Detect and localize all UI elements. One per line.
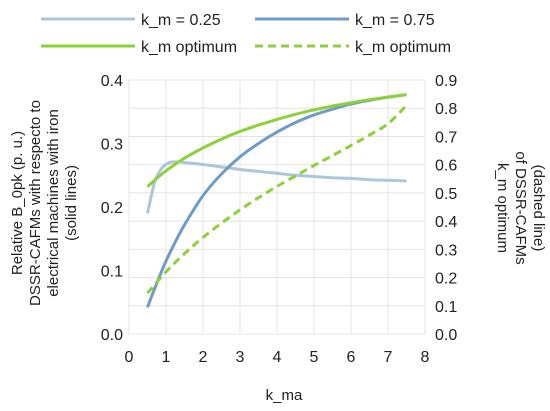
left-axis-label: Relative B_0pk (p. u.) DSSR-CAFMs with r… <box>9 100 80 306</box>
legend-label-1: k_m = 0.25 <box>141 12 221 29</box>
x-axis-tick-label: 4 <box>273 349 282 366</box>
right-axis-tick-label: 0.4 <box>435 214 457 231</box>
left-axis-tick-label: 0.0 <box>101 327 123 344</box>
left-axis-label-line-3: electrical machines with iron <box>45 109 62 297</box>
left-axis-label-line-4: (solid lines) <box>63 165 80 241</box>
right-axis-label: k_m optimum of DSSR-CAFMs (dashed line) <box>494 151 547 264</box>
right-axis-tick-label: 0.2 <box>435 271 457 288</box>
x-axis-tick-label: 5 <box>310 349 319 366</box>
x-axis-tick-label: 8 <box>421 349 430 366</box>
right-axis-tick-label: 0.1 <box>435 299 457 316</box>
legend: k_m = 0.25 k_m = 0.75 k_m optimum k_m optim… <box>41 12 451 56</box>
series-line-1 <box>146 160 407 214</box>
left-axis-ticks: 0.0 0.1 0.2 0.3 0.4 <box>101 73 123 344</box>
x-axis-tick-label: 0 <box>125 349 134 366</box>
legend-label-3: k_m optimum <box>141 39 237 56</box>
x-axis-tick-label: 6 <box>347 349 356 366</box>
left-axis-tick-label: 0.1 <box>101 264 123 281</box>
legend-label-2: k_m = 0.75 <box>355 12 435 29</box>
right-axis-tick-label: 0.0 <box>435 327 457 344</box>
x-axis-tick-label: 1 <box>162 349 171 366</box>
left-axis-label-line-1: Relative B_0pk (p. u.) <box>9 131 26 275</box>
left-axis-tick-label: 0.4 <box>101 73 123 90</box>
x-axis-ticks: 0 1 2 3 4 5 6 7 8 <box>125 349 430 366</box>
right-axis-label-line-1: k_m optimum <box>494 163 511 253</box>
x-axis-tick-label: 2 <box>199 349 208 366</box>
right-axis-label-line-2: of DSSR-CAFMs <box>512 151 529 264</box>
left-axis-tick-label: 0.2 <box>101 200 123 217</box>
left-axis-label-line-2: DSSR-CAFMs with respecto to <box>27 100 44 306</box>
right-axis-ticks: 0.0 0.1 0.2 0.3 0.4 0.5 0.6 0.7 0.8 0.9 <box>435 73 457 344</box>
series-lines <box>146 93 408 308</box>
grid <box>128 79 426 335</box>
right-axis-tick-label: 0.9 <box>435 73 457 90</box>
right-axis-tick-label: 0.3 <box>435 242 457 259</box>
x-axis-tick-label: 7 <box>384 349 393 366</box>
left-axis-tick-label: 0.3 <box>101 137 123 154</box>
right-axis-tick-label: 0.5 <box>435 186 457 203</box>
right-axis-tick-label: 0.6 <box>435 158 457 175</box>
series-line-3 <box>146 93 407 188</box>
legend-label-4: k_m optimum <box>355 39 451 56</box>
x-axis-tick-label: 3 <box>236 349 245 366</box>
right-axis-label-line-3: (dashed line) <box>530 165 547 252</box>
x-axis-label: k_ma <box>266 387 303 404</box>
right-axis-tick-label: 0.8 <box>435 101 457 118</box>
right-axis-tick-label: 0.7 <box>435 129 457 146</box>
